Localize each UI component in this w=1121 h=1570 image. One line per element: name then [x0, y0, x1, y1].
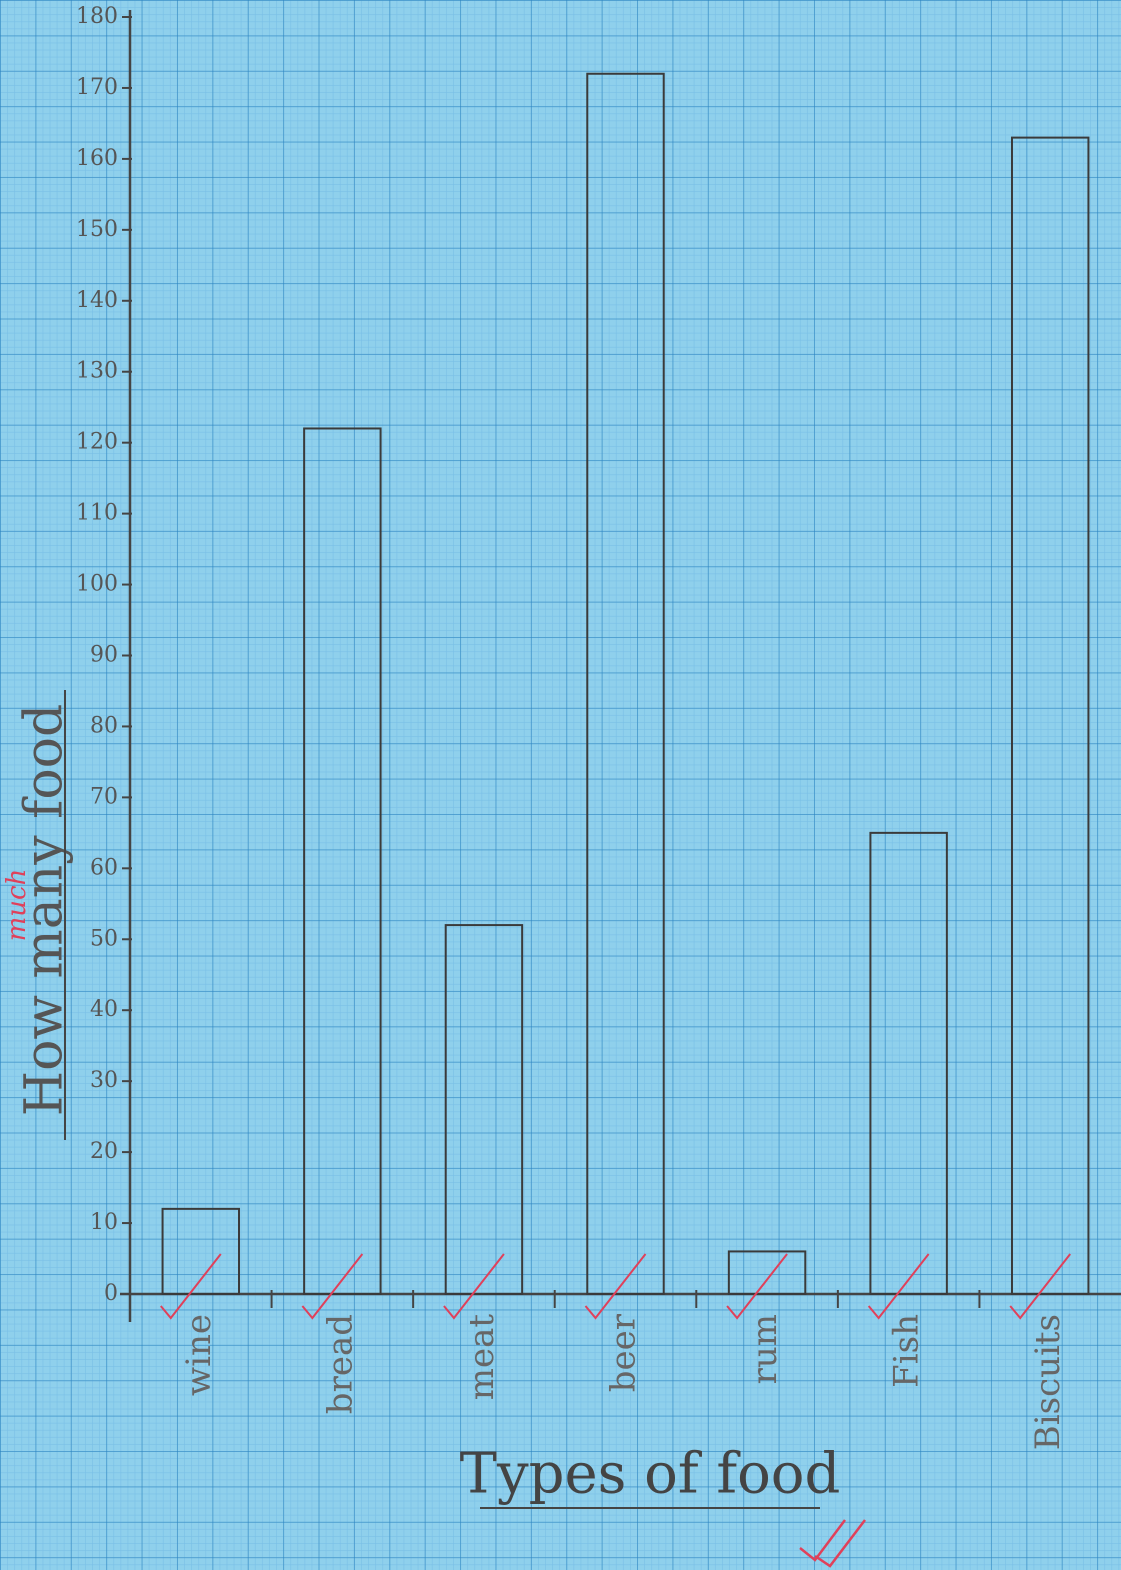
check-mark [443, 1253, 505, 1320]
y-tick-label: 70 [90, 784, 118, 809]
y-tick-label: 170 [76, 75, 118, 100]
check-mark [726, 1253, 788, 1320]
y-tick-label: 130 [76, 359, 118, 384]
check-mark [799, 1519, 866, 1568]
x-tick-label: Fish [887, 1314, 927, 1388]
y-tick-label: 180 [76, 4, 118, 29]
x-tick-label: bread [320, 1314, 360, 1414]
y-tick-label: 120 [76, 430, 118, 455]
bar [303, 427, 382, 1295]
x-tick-label: meat [462, 1314, 502, 1401]
check-mark [1009, 1253, 1071, 1320]
bar [727, 1250, 807, 1296]
bar [161, 1207, 241, 1296]
y-tick-label: 30 [90, 1068, 118, 1093]
y-tick-label: 140 [76, 288, 118, 313]
y-tick-label: 20 [90, 1139, 118, 1164]
y-tick-label: 150 [76, 217, 118, 242]
x-tick-label: rum [745, 1314, 785, 1384]
x-tick-label: Biscuits [1028, 1314, 1068, 1450]
x-axis-title: Types of food [460, 1442, 841, 1507]
check-mark [584, 1253, 647, 1320]
y-tick-label: 100 [76, 572, 118, 597]
check-mark [867, 1253, 930, 1320]
y-tick-label: 60 [90, 855, 118, 880]
check-mark [160, 1253, 222, 1320]
y-tick-label: 40 [90, 997, 118, 1022]
bar [586, 72, 665, 1295]
bar [1010, 136, 1090, 1295]
y-tick-label: 110 [76, 501, 118, 526]
y-tick-label: 50 [90, 926, 118, 951]
check-mark [301, 1253, 364, 1320]
y-tick-label: 10 [90, 1210, 118, 1235]
y-tick-label: 160 [76, 146, 118, 171]
y-tick-label: 80 [90, 713, 118, 738]
x-tick-label: wine [179, 1314, 219, 1396]
y-tick-label: 0 [104, 1281, 118, 1306]
bar [444, 924, 524, 1295]
bar [869, 831, 948, 1295]
x-tick-label: beer [604, 1313, 644, 1392]
y-tick-label: 90 [90, 643, 118, 668]
y-title-correction: much [2, 869, 32, 942]
